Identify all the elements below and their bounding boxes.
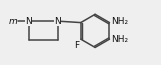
Text: N: N bbox=[54, 17, 61, 26]
Text: N: N bbox=[25, 17, 32, 26]
Text: m: m bbox=[8, 17, 17, 26]
Text: NH₂: NH₂ bbox=[111, 17, 128, 26]
Text: F: F bbox=[74, 41, 80, 50]
Text: NH₂: NH₂ bbox=[111, 35, 128, 44]
